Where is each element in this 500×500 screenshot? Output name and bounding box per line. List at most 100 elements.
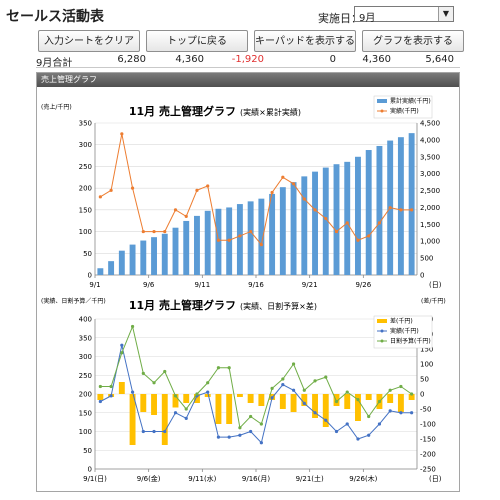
data-point xyxy=(410,208,414,212)
data-point xyxy=(313,411,317,415)
bar xyxy=(387,394,394,403)
y-axis-unit-right: (差/千円) xyxy=(421,297,446,305)
summary-row: 9月合計 6,280 4,360 -1,920 0 4,360 5,640 xyxy=(36,54,460,69)
bar xyxy=(258,198,265,275)
bar xyxy=(365,394,372,400)
data-point xyxy=(249,414,253,419)
data-point xyxy=(356,437,360,441)
data-point xyxy=(184,416,188,420)
bar xyxy=(397,394,404,412)
y-tick-label-left: 50 xyxy=(83,250,92,258)
data-point xyxy=(388,206,392,210)
data-point xyxy=(291,182,296,186)
bar xyxy=(408,394,415,400)
chart-title: 11月 売上管理グラフ xyxy=(129,104,236,118)
legend-swatch xyxy=(377,99,387,103)
summary-value: 6,280 xyxy=(117,54,146,65)
bar xyxy=(355,156,361,275)
legend-label: 日割予算(千円) xyxy=(390,337,431,345)
data-point xyxy=(152,229,156,234)
x-tick-label: 9/11(水) xyxy=(188,474,216,483)
data-point xyxy=(141,429,145,434)
charts-canvas: 11月 売上管理グラフ (実績×累計実績) (売上/千円) 0 50 100 150 200 2… xyxy=(41,95,446,483)
y-tick-label-right: 50 xyxy=(420,376,429,384)
y-tick-label-right: -100 xyxy=(420,421,436,429)
x-tick-label: 9/11 xyxy=(194,281,210,289)
data-point xyxy=(206,184,210,188)
legend-label: 累計実績(千円) xyxy=(390,97,431,105)
bar xyxy=(397,137,404,275)
data-point xyxy=(238,426,242,430)
clear-input-button[interactable]: 入力シートをクリア xyxy=(38,30,140,52)
bar xyxy=(183,394,190,403)
summary-label: 9月合計 xyxy=(36,58,73,69)
data-point xyxy=(130,324,135,329)
month-select[interactable]: 9月 ▼ xyxy=(354,6,454,24)
chevron-down-icon[interactable]: ▼ xyxy=(438,7,453,21)
legend-label: 差(千円) xyxy=(390,317,413,325)
x-tick-label: 9/26(木) xyxy=(349,474,377,483)
bar xyxy=(258,394,265,406)
bar xyxy=(172,227,179,275)
bar xyxy=(333,164,340,275)
bar xyxy=(204,210,211,275)
y-tick-label-right: 1,000 xyxy=(420,238,440,246)
data-point xyxy=(302,401,306,405)
date-label: 実施日： xyxy=(318,12,362,25)
y-axis-unit-left: (売上/千円) xyxy=(41,103,72,111)
y-tick-label-left: 0 xyxy=(88,466,92,474)
bar xyxy=(247,201,254,275)
bar xyxy=(408,133,415,275)
data-point xyxy=(281,377,285,381)
y-tick-label-left: 350 xyxy=(79,120,92,128)
y-tick-label-left: 200 xyxy=(79,391,92,399)
data-point xyxy=(377,399,382,404)
data-point xyxy=(249,229,253,234)
data-point xyxy=(345,422,349,426)
data-point xyxy=(195,392,199,396)
bar xyxy=(322,167,329,275)
bar xyxy=(108,261,115,275)
data-point xyxy=(227,238,231,242)
chart-title: 11月 売上管理グラフ xyxy=(129,298,236,312)
x-tick-label: 9/6(金) xyxy=(137,474,161,483)
data-point xyxy=(410,411,414,415)
data-point xyxy=(152,381,156,385)
y-tick-label-right: -200 xyxy=(420,451,436,459)
data-point xyxy=(130,186,135,190)
bar xyxy=(290,394,297,412)
legend-label: 実績(千円) xyxy=(390,107,419,115)
show-keypad-button[interactable]: キーパッドを表示する xyxy=(254,30,356,52)
y-tick-label-left: 250 xyxy=(79,372,92,380)
show-graph-button[interactable]: グラフを表示する xyxy=(362,30,464,52)
data-point xyxy=(302,388,306,392)
data-point xyxy=(98,384,102,389)
data-point xyxy=(173,394,178,398)
chart-subtitle: (実績×累計実績) xyxy=(240,107,301,117)
legend-marker xyxy=(380,109,384,113)
data-point xyxy=(367,433,371,437)
data-point xyxy=(270,190,274,195)
data-point xyxy=(141,229,145,234)
data-point xyxy=(227,435,231,439)
data-point xyxy=(334,229,339,234)
bar xyxy=(204,394,211,397)
data-point xyxy=(291,388,296,392)
data-point xyxy=(206,390,210,394)
summary-value: 5,640 xyxy=(425,54,454,65)
data-point xyxy=(216,238,221,242)
back-to-top-button[interactable]: トップに戻る xyxy=(146,30,248,52)
data-point xyxy=(120,343,124,347)
bar xyxy=(140,394,147,412)
bar xyxy=(151,237,157,275)
data-point xyxy=(109,188,113,192)
bar xyxy=(301,394,308,406)
data-point xyxy=(109,394,113,398)
y-tick-label-right: 2,000 xyxy=(420,204,440,212)
y-tick-label-left: 300 xyxy=(79,141,92,149)
y-tick-label-left: 400 xyxy=(79,316,92,324)
data-point xyxy=(356,238,360,242)
data-point xyxy=(238,234,242,238)
data-point xyxy=(120,132,124,136)
data-point xyxy=(334,399,339,404)
